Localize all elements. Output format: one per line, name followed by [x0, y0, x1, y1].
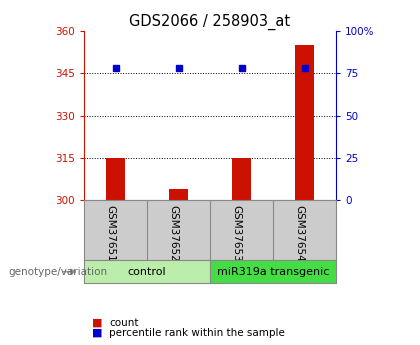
- Text: genotype/variation: genotype/variation: [8, 267, 108, 277]
- Text: GSM37654: GSM37654: [294, 205, 304, 262]
- Bar: [232, 158, 251, 200]
- Text: control: control: [128, 267, 166, 277]
- Text: GSM37652: GSM37652: [168, 205, 178, 262]
- Bar: [84, 260, 210, 283]
- Text: count: count: [109, 318, 139, 327]
- Text: GSM37653: GSM37653: [231, 205, 241, 262]
- Bar: [106, 158, 125, 200]
- Text: percentile rank within the sample: percentile rank within the sample: [109, 328, 285, 338]
- Text: ■: ■: [92, 318, 103, 327]
- Bar: [169, 189, 188, 200]
- Text: GSM37651: GSM37651: [105, 205, 116, 262]
- Text: ■: ■: [92, 328, 103, 338]
- Bar: [295, 45, 314, 200]
- Text: GDS2066 / 258903_at: GDS2066 / 258903_at: [129, 14, 291, 30]
- Text: miR319a transgenic: miR319a transgenic: [217, 267, 329, 277]
- Bar: [210, 260, 336, 283]
